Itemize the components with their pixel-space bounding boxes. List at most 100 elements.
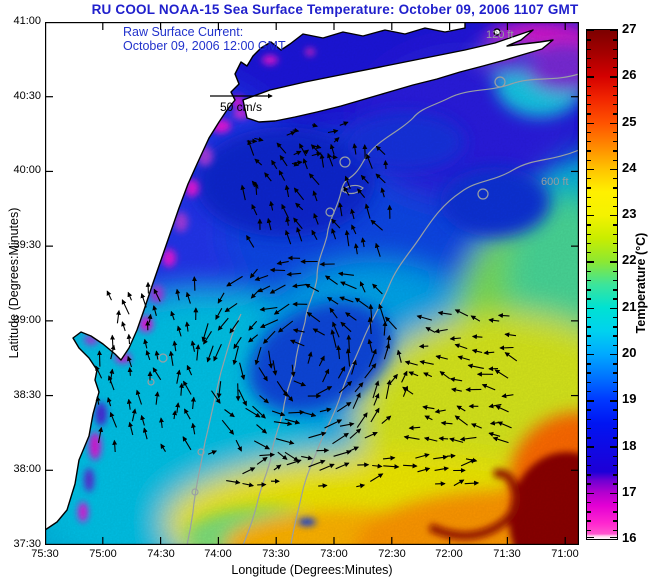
colorbar-tick-mark bbox=[613, 48, 617, 50]
colorbar-tick-mark bbox=[587, 427, 591, 430]
land-coastline bbox=[45, 22, 554, 531]
y-tick: 39:00 bbox=[13, 313, 41, 326]
colorbar-tick-mark bbox=[613, 279, 617, 282]
colorbar-tick-mark bbox=[610, 492, 617, 495]
colorbar-tick-mark bbox=[587, 335, 591, 337]
x-tick: 73:30 bbox=[262, 548, 290, 560]
colorbar-tick-mark bbox=[610, 307, 617, 310]
colorbar-tick-mark bbox=[610, 122, 617, 124]
colorbar-tick-mark bbox=[587, 455, 591, 458]
colorbar-tick-mark bbox=[613, 390, 617, 393]
colorbar-tick-mark bbox=[587, 159, 591, 161]
colorbar-tick-mark bbox=[587, 492, 594, 495]
colorbar-tick-mark bbox=[613, 344, 617, 347]
colorbar-tick-mark bbox=[613, 233, 617, 235]
colorbar-tick-mark bbox=[610, 30, 617, 32]
colorbar-tick-mark bbox=[610, 168, 617, 171]
x-tick: 75:30 bbox=[31, 548, 59, 560]
colorbar-tick-mark bbox=[613, 141, 617, 143]
colorbar-tick-mark bbox=[587, 474, 591, 476]
colorbar-tick-mark bbox=[610, 76, 617, 78]
isobath-contours bbox=[147, 73, 579, 545]
colorbar-tick-mark bbox=[587, 215, 594, 217]
colorbar-tick-mark bbox=[613, 113, 617, 115]
colorbar-tick: 26 bbox=[622, 67, 637, 83]
colorbar-tick-mark bbox=[587, 242, 591, 245]
x-tick: 72:30 bbox=[378, 548, 406, 560]
y-tick: 38:30 bbox=[13, 388, 41, 401]
y-tick: 39:30 bbox=[13, 239, 41, 252]
colorbar-tick-mark bbox=[587, 233, 591, 235]
colorbar-tick-mark bbox=[587, 122, 594, 124]
colorbar-tick-mark bbox=[613, 316, 617, 319]
colorbar-tick-mark bbox=[587, 279, 591, 282]
colorbar-tick-mark bbox=[587, 363, 591, 365]
x-tick: 71:00 bbox=[551, 548, 579, 560]
colorbar-tick-mark bbox=[587, 409, 591, 411]
colorbar-tick-mark bbox=[587, 326, 591, 328]
colorbar-tick-mark bbox=[613, 242, 617, 245]
x-tick: 75:00 bbox=[89, 548, 117, 560]
sst-map-svg bbox=[45, 22, 579, 545]
colorbar-tick: 27 bbox=[622, 21, 637, 36]
colorbar-tick-mark bbox=[587, 289, 591, 291]
y-tick: 37:30 bbox=[13, 538, 41, 550]
plot-border bbox=[45, 22, 579, 545]
colorbar-tick-mark bbox=[587, 511, 591, 513]
colorbar-tick-mark bbox=[613, 224, 617, 226]
figure-title: RU COOL NOAA-15 Sea Surface Temperature:… bbox=[91, 2, 579, 17]
y-tick: 41:00 bbox=[13, 15, 41, 27]
colorbar-tick-mark bbox=[613, 187, 617, 189]
colorbar-tick-mark bbox=[587, 141, 591, 143]
colorbar-tick-mark bbox=[587, 205, 591, 208]
colorbar-tick-mark bbox=[587, 252, 591, 254]
colorbar-tick-mark bbox=[613, 150, 617, 152]
colorbar-tick-mark bbox=[587, 113, 591, 115]
colorbar-tick-mark bbox=[587, 270, 591, 272]
colorbar-tick-mark bbox=[613, 94, 617, 97]
colorbar-tick-mark bbox=[610, 537, 617, 539]
colorbar-tick-mark bbox=[613, 455, 617, 458]
colorbar-tick-mark bbox=[613, 298, 617, 300]
colorbar-tick-mark bbox=[587, 150, 591, 152]
colorbar-tick-mark bbox=[613, 196, 617, 198]
colorbar-tick-mark bbox=[613, 474, 617, 476]
colorbar-tick-mark bbox=[613, 104, 617, 106]
colorbar-tick-mark bbox=[613, 289, 617, 291]
x-tick: 72:00 bbox=[435, 548, 463, 560]
colorbar-tick-mark bbox=[613, 501, 617, 504]
colorbar-tick-mark bbox=[613, 39, 617, 41]
colorbar-tick: 22 bbox=[622, 252, 637, 268]
colorbar-tick-mark bbox=[587, 372, 591, 374]
scale-arrow-label: 50 cm/s bbox=[219, 100, 262, 114]
colorbar-tick-mark bbox=[613, 483, 617, 485]
colorbar-tick: 16 bbox=[622, 530, 637, 545]
colorbar-tick-mark bbox=[587, 94, 591, 97]
colorbar-tick-mark bbox=[613, 520, 617, 522]
colorbar-tick-mark bbox=[587, 520, 591, 522]
x-tick: 74:00 bbox=[204, 548, 232, 560]
colorbar-tick-mark bbox=[613, 372, 617, 374]
colorbar-tick-mark bbox=[613, 57, 617, 60]
colorbar-tick-mark bbox=[587, 464, 591, 467]
colorbar-tick-mark bbox=[610, 446, 617, 448]
colorbar-tick-mark bbox=[587, 224, 591, 226]
colorbar-tick-mark bbox=[587, 316, 591, 319]
colorbar-tick: 17 bbox=[622, 483, 637, 499]
colorbar-tick-mark bbox=[587, 446, 594, 448]
colorbar-tick-mark bbox=[613, 437, 617, 439]
x-tick: 71:30 bbox=[493, 548, 521, 560]
sst-map-image bbox=[45, 22, 579, 545]
colorbar-tick-mark bbox=[610, 215, 617, 217]
y-tick: 40:00 bbox=[13, 164, 41, 177]
colorbar-tick: 19 bbox=[622, 391, 637, 407]
colorbar-tick-mark bbox=[587, 48, 591, 50]
colorbar-tick-mark bbox=[587, 529, 591, 532]
colorbar-tick-mark bbox=[613, 409, 617, 411]
colorbar-tick-mark bbox=[613, 427, 617, 430]
colorbar-tick: 21 bbox=[622, 298, 637, 314]
colorbar-tick-mark bbox=[587, 390, 591, 393]
colorbar-tick-mark bbox=[587, 85, 591, 87]
overlay-line1: Raw Surface Current: bbox=[123, 25, 244, 39]
